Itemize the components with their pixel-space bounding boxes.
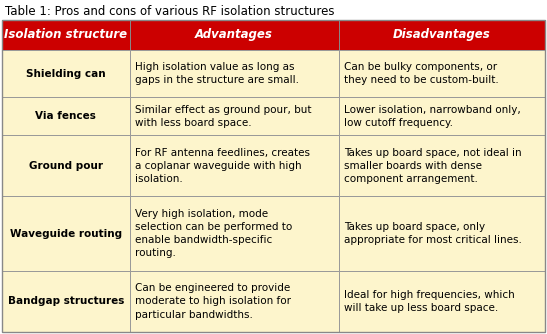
Bar [130, 196, 339, 271]
Text: Disadvantages: Disadvantages [393, 28, 491, 41]
Text: For RF antenna feedlines, creates
a coplanar waveguide with high
isolation.: For RF antenna feedlines, creates a copl… [135, 148, 310, 184]
Text: Waveguide routing: Waveguide routing [10, 229, 122, 239]
Bar [2, 135, 130, 196]
Text: Bandgap structures: Bandgap structures [8, 297, 124, 307]
Bar [130, 97, 339, 135]
Text: Takes up board space, only
appropriate for most critical lines.: Takes up board space, only appropriate f… [344, 222, 521, 245]
Bar [339, 196, 545, 271]
Bar [130, 50, 339, 97]
Bar [339, 97, 545, 135]
Bar [130, 271, 339, 332]
Text: Isolation structure: Isolation structure [4, 28, 127, 41]
Bar [2, 20, 130, 50]
Text: Similar effect as ground pour, but
with less board space.: Similar effect as ground pour, but with … [135, 105, 311, 128]
Text: Advantages: Advantages [195, 28, 273, 41]
Bar [339, 20, 545, 50]
Text: Can be bulky components, or
they need to be custom-built.: Can be bulky components, or they need to… [344, 62, 498, 85]
Bar [2, 97, 130, 135]
Bar [130, 135, 339, 196]
Text: Takes up board space, not ideal in
smaller boards with dense
component arrangeme: Takes up board space, not ideal in small… [344, 148, 521, 184]
Bar [2, 271, 130, 332]
Bar [130, 20, 339, 50]
Bar [2, 50, 130, 97]
Bar [2, 196, 130, 271]
Text: Very high isolation, mode
selection can be performed to
enable bandwidth-specifi: Very high isolation, mode selection can … [135, 209, 292, 259]
Bar [339, 135, 545, 196]
Text: Lower isolation, narrowband only,
low cutoff frequency.: Lower isolation, narrowband only, low cu… [344, 105, 520, 128]
Text: High isolation value as long as
gaps in the structure are small.: High isolation value as long as gaps in … [135, 62, 299, 85]
Text: Ground pour: Ground pour [29, 161, 103, 171]
Text: Via fences: Via fences [36, 111, 96, 121]
Bar [339, 271, 545, 332]
Bar [339, 50, 545, 97]
Text: Ideal for high frequencies, which
will take up less board space.: Ideal for high frequencies, which will t… [344, 290, 514, 313]
Text: Can be engineered to provide
moderate to high isolation for
particular bandwidth: Can be engineered to provide moderate to… [135, 283, 290, 320]
Text: Table 1: Pros and cons of various RF isolation structures: Table 1: Pros and cons of various RF iso… [5, 5, 335, 18]
Text: Shielding can: Shielding can [26, 68, 106, 78]
